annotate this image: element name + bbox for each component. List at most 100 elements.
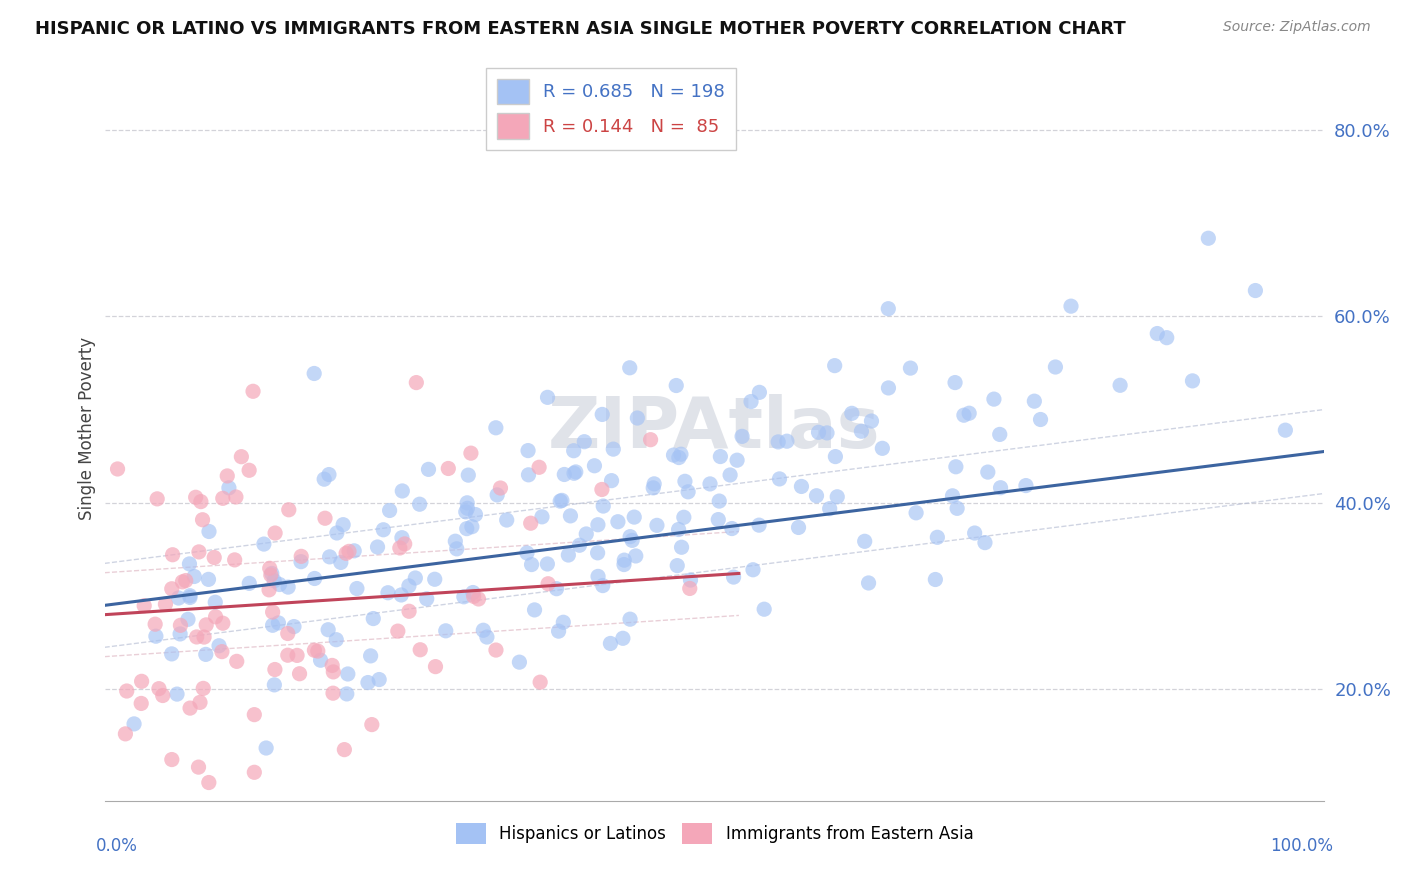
Point [516,546,538,560]
Point [277,626,299,640]
Text: 100.0%: 100.0% [1270,837,1333,855]
Point [790,479,813,493]
Point [134,599,156,613]
Point [606,515,628,529]
Point [485,421,508,435]
Point [333,742,356,756]
Point [1156,331,1178,345]
Point [218,481,240,495]
Point [148,681,170,696]
Point [1060,299,1083,313]
Point [619,360,641,375]
Point [434,624,457,638]
Point [184,490,207,504]
Point [768,472,790,486]
Point [679,582,702,596]
Point [599,636,621,650]
Point [188,695,211,709]
Point [394,537,416,551]
Point [740,394,762,409]
Point [825,490,848,504]
Point [398,604,420,618]
Point [217,469,239,483]
Text: 0.0%: 0.0% [96,837,138,855]
Point [621,533,644,548]
Point [336,687,359,701]
Point [389,588,412,602]
Point [495,513,517,527]
Point [485,643,508,657]
Point [668,450,690,465]
Point [547,624,569,639]
Point [1274,423,1296,437]
Point [143,617,166,632]
Point [742,563,765,577]
Point [309,653,332,667]
Point [766,434,789,449]
Point [423,572,446,586]
Point [815,425,838,440]
Point [360,717,382,731]
Point [198,775,221,789]
Point [211,616,233,631]
Point [536,557,558,571]
Point [238,576,260,591]
Point [357,675,380,690]
Point [368,673,391,687]
Point [314,472,336,486]
Point [464,508,486,522]
Point [731,429,754,443]
Point [457,468,479,483]
Point [377,586,399,600]
Point [530,509,553,524]
Point [155,597,177,611]
Point [924,573,946,587]
Point [475,630,498,644]
Point [283,619,305,633]
Point [640,433,662,447]
Point [1015,478,1038,492]
Point [568,538,591,552]
Point [990,481,1012,495]
Point [162,548,184,562]
Point [318,549,340,564]
Point [575,527,598,541]
Point [671,541,693,555]
Point [586,546,609,560]
Point [1024,394,1046,409]
Point [456,522,478,536]
Point [314,511,336,525]
Point [195,618,218,632]
Point [160,582,183,596]
Point [263,574,285,588]
Point [546,582,568,596]
Point [463,590,485,604]
Point [456,496,478,510]
Point [277,580,299,594]
Point [748,385,770,400]
Point [169,627,191,641]
Point [676,484,699,499]
Point [408,497,430,511]
Point [486,488,509,502]
Point [288,666,311,681]
Point [267,615,290,630]
Point [562,467,585,481]
Point [326,526,349,541]
Point [388,541,411,555]
Point [146,491,169,506]
Point [668,523,690,537]
Point [787,520,810,534]
Point [325,632,347,647]
Point [877,381,900,395]
Point [1181,374,1204,388]
Point [409,642,432,657]
Point [122,717,145,731]
Point [437,461,460,475]
Point [583,458,606,473]
Point [243,707,266,722]
Point [508,655,530,669]
Point [666,558,689,573]
Point [454,505,477,519]
Point [160,647,183,661]
